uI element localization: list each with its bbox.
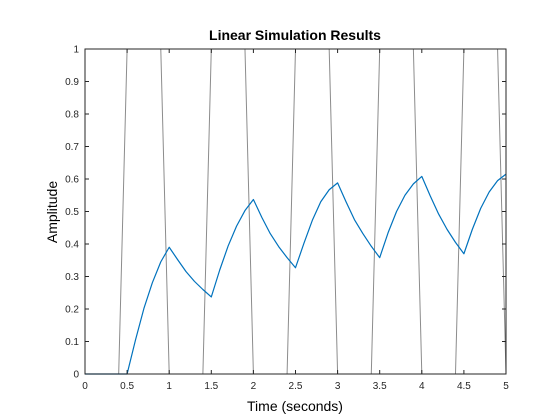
y-tick-label: 0.3 <box>65 272 79 283</box>
x-tick-label: 4.5 <box>457 381 471 392</box>
x-tick-label: 4 <box>419 381 425 392</box>
x-tick-label: 0.5 <box>120 381 134 392</box>
y-tick-label: 0.8 <box>65 110 79 121</box>
plot-area <box>85 49 506 374</box>
y-axis-label: Amplitude <box>44 181 60 243</box>
y-tick-label: 1 <box>73 45 79 56</box>
x-axis-label: Time (seconds) <box>247 398 343 414</box>
x-tick-label: 2 <box>251 381 257 392</box>
y-tick-label: 0.2 <box>65 305 79 316</box>
x-tick-label: 2.5 <box>289 381 303 392</box>
x-tick-label: 5 <box>503 381 509 392</box>
y-tick-label: 0.6 <box>65 175 79 186</box>
x-tick-label: 1.5 <box>204 381 218 392</box>
y-tick-label: 0.9 <box>65 77 79 88</box>
chart-title: Linear Simulation Results <box>209 27 381 43</box>
y-tick-label: 0 <box>73 370 79 381</box>
x-tick-label: 0 <box>82 381 88 392</box>
x-tick-label: 1 <box>166 381 172 392</box>
y-tick-label: 0.1 <box>65 337 79 348</box>
x-tick-label: 3.5 <box>373 381 387 392</box>
y-tick-label: 0.7 <box>65 142 79 153</box>
y-tick-label: 0.5 <box>65 207 79 218</box>
y-tick-label: 0.4 <box>65 240 79 251</box>
response-line <box>85 173 507 375</box>
axes-box <box>84 48 507 375</box>
x-tick-label: 3 <box>335 381 341 392</box>
tick-label-layer: 0 0.5 1 1.5 2 2.5 3 3.5 4 4.5 5 0 0.1 0.2 0.3 0.4 0.5 0.6… <box>65 45 509 393</box>
